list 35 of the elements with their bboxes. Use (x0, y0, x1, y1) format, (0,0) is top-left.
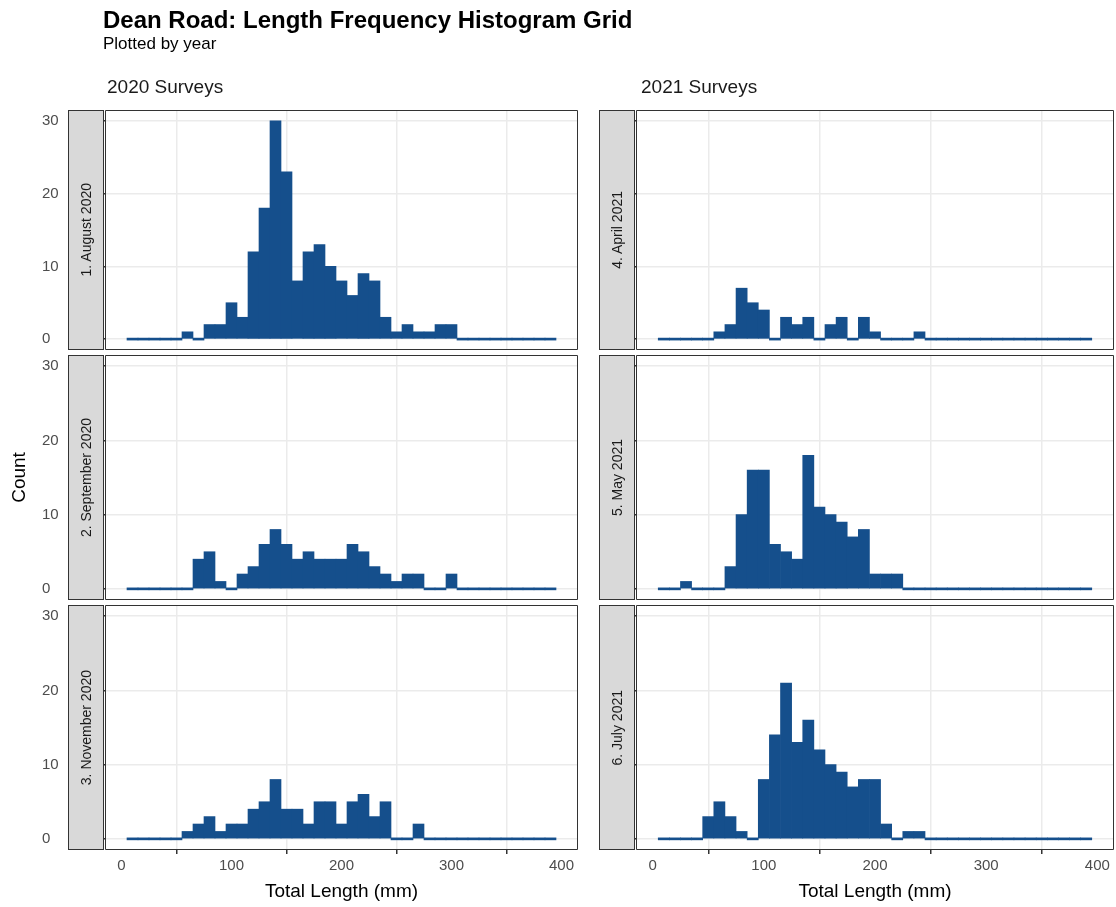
x-axis-title: Total Length (mm) (798, 879, 952, 901)
y-tick-label: 30 (42, 606, 59, 624)
y-tick-label: 0 (42, 579, 51, 596)
y-tick-label: 10 (42, 754, 59, 772)
x-tick-label: 0 (648, 856, 657, 874)
strip-label: 5. May 2021 (599, 355, 635, 600)
y-tick-label: 10 (42, 256, 59, 274)
y-tick-label: 30 (42, 356, 59, 374)
x-tick-label: 200 (862, 856, 888, 874)
x-tick-label: 0 (117, 856, 126, 874)
y-tick-label: 20 (42, 430, 59, 448)
strip-label: 4. April 2021 (599, 110, 635, 350)
x-axis-title: Total Length (mm) (264, 879, 419, 901)
strip-label: 1. August 2020 (68, 110, 104, 350)
x-tick-label: 300 (438, 856, 465, 874)
y-tick-label: 0 (42, 329, 51, 347)
strip-label: 3. November 2020 (68, 605, 104, 850)
x-tick-label: 400 (548, 856, 575, 874)
chart-subtitle: 2021 Surveys (641, 76, 758, 98)
x-tick-label: 400 (1084, 856, 1110, 874)
x-tick-label: 100 (218, 856, 245, 874)
x-tick-label: 300 (973, 856, 999, 874)
x-tick-label: 100 (751, 856, 777, 874)
y-axis-title: Count (8, 451, 30, 503)
chart-subtitle: 2020 Surveys (107, 76, 224, 98)
y-tick-label: 20 (42, 183, 59, 201)
x-tick-label: 200 (328, 856, 355, 874)
text: Plotted by year (103, 34, 218, 54)
y-tick-label: 30 (42, 111, 59, 129)
y-tick-label: 10 (42, 504, 59, 522)
y-tick-label: 0 (42, 829, 51, 846)
strip-label: 6. July 2021 (599, 605, 635, 850)
text: Dean Road: Length Frequency Histogram Grid (103, 6, 633, 34)
y-tick-label: 20 (42, 680, 59, 698)
strip-label: 2. September 2020 (68, 355, 104, 600)
